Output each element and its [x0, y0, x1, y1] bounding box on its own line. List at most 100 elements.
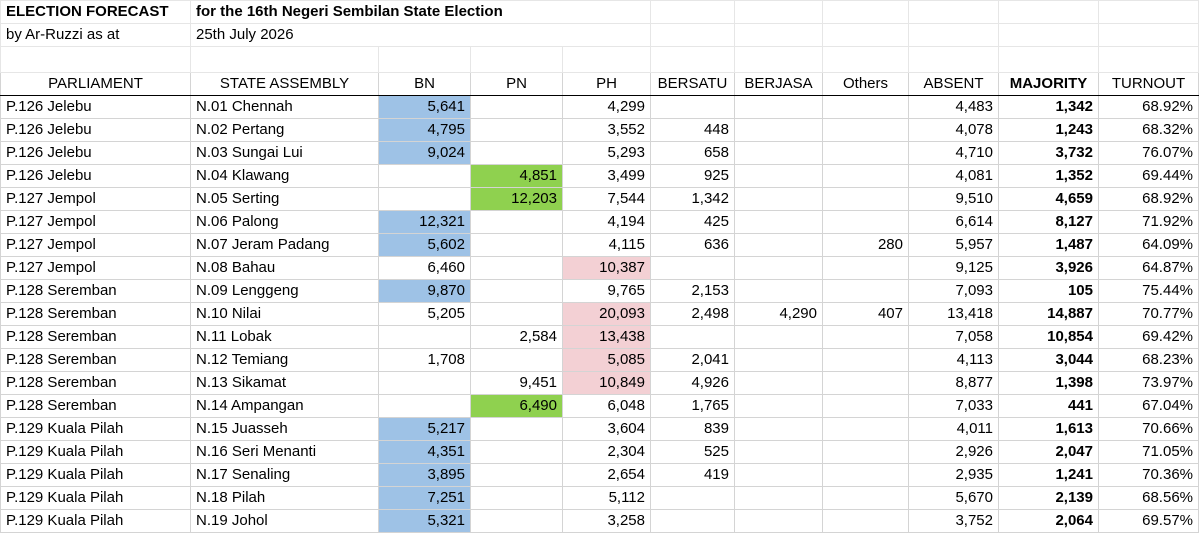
majority-cell[interactable]: 14,887 [998, 302, 1099, 326]
parliament-cell[interactable]: P.127 Jempol [0, 187, 191, 211]
state-assembly-cell[interactable]: N.02 Pertang [190, 118, 379, 142]
empty-cell[interactable] [822, 46, 909, 73]
bn-votes-cell[interactable]: 5,602 [378, 233, 471, 257]
bn-votes-cell[interactable]: 4,351 [378, 440, 471, 464]
bersatu-votes-cell[interactable]: 419 [650, 463, 735, 487]
empty-cell[interactable] [908, 0, 999, 24]
pn-votes-cell[interactable] [470, 210, 563, 234]
absent-cell[interactable]: 13,418 [908, 302, 999, 326]
pn-votes-cell[interactable] [470, 463, 563, 487]
turnout-cell[interactable]: 71.05% [1098, 440, 1199, 464]
pn-votes-cell[interactable]: 4,851 [470, 164, 563, 188]
empty-cell[interactable] [998, 23, 1099, 47]
bersatu-votes-cell[interactable]: 839 [650, 417, 735, 441]
bersatu-votes-cell[interactable]: 4,926 [650, 371, 735, 395]
ph-votes-cell[interactable]: 3,552 [562, 118, 651, 142]
bn-votes-cell[interactable]: 12,321 [378, 210, 471, 234]
absent-cell[interactable]: 5,957 [908, 233, 999, 257]
bersatu-votes-cell[interactable]: 525 [650, 440, 735, 464]
turnout-cell[interactable]: 69.44% [1098, 164, 1199, 188]
header-ph[interactable]: PH [562, 72, 651, 96]
ph-votes-cell[interactable]: 4,194 [562, 210, 651, 234]
berjasa-votes-cell[interactable] [734, 279, 823, 303]
absent-cell[interactable]: 4,113 [908, 348, 999, 372]
state-assembly-cell[interactable]: N.01 Chennah [190, 95, 379, 119]
parliament-cell[interactable]: P.126 Jelebu [0, 95, 191, 119]
others-votes-cell[interactable] [822, 187, 909, 211]
header-absent[interactable]: ABSENT [908, 72, 999, 96]
absent-cell[interactable]: 9,510 [908, 187, 999, 211]
header-majority[interactable]: MAJORITY [998, 72, 1099, 96]
empty-cell[interactable] [998, 46, 1099, 73]
majority-cell[interactable]: 4,659 [998, 187, 1099, 211]
pn-votes-cell[interactable] [470, 279, 563, 303]
berjasa-votes-cell[interactable] [734, 486, 823, 510]
bn-votes-cell[interactable]: 3,895 [378, 463, 471, 487]
empty-cell[interactable] [1098, 46, 1199, 73]
others-votes-cell[interactable] [822, 164, 909, 188]
bersatu-votes-cell[interactable]: 448 [650, 118, 735, 142]
pn-votes-cell[interactable] [470, 486, 563, 510]
empty-cell[interactable] [734, 23, 823, 47]
others-votes-cell[interactable] [822, 118, 909, 142]
bersatu-votes-cell[interactable] [650, 325, 735, 349]
state-assembly-cell[interactable]: N.18 Pilah [190, 486, 379, 510]
bersatu-votes-cell[interactable]: 1,765 [650, 394, 735, 418]
empty-cell[interactable] [650, 23, 735, 47]
empty-cell[interactable] [378, 46, 471, 73]
bn-votes-cell[interactable] [378, 164, 471, 188]
berjasa-votes-cell[interactable] [734, 95, 823, 119]
ph-votes-cell[interactable]: 20,093 [562, 302, 651, 326]
ph-votes-cell[interactable]: 2,654 [562, 463, 651, 487]
pn-votes-cell[interactable] [470, 348, 563, 372]
bn-votes-cell[interactable] [378, 187, 471, 211]
turnout-cell[interactable]: 71.92% [1098, 210, 1199, 234]
berjasa-votes-cell[interactable] [734, 417, 823, 441]
others-votes-cell[interactable] [822, 348, 909, 372]
header-bn[interactable]: BN [378, 72, 471, 96]
parliament-cell[interactable]: P.129 Kuala Pilah [0, 417, 191, 441]
pn-votes-cell[interactable] [470, 440, 563, 464]
bn-votes-cell[interactable] [378, 325, 471, 349]
state-assembly-cell[interactable]: N.05 Serting [190, 187, 379, 211]
header-state-assembly[interactable]: STATE ASSEMBLY [190, 72, 379, 96]
berjasa-votes-cell[interactable] [734, 118, 823, 142]
parliament-cell[interactable]: P.128 Seremban [0, 279, 191, 303]
parliament-cell[interactable]: P.126 Jelebu [0, 141, 191, 165]
bersatu-votes-cell[interactable] [650, 509, 735, 533]
title-cell-election[interactable]: for the 16th Negeri Sembilan State Elect… [190, 0, 651, 24]
bersatu-votes-cell[interactable]: 1,342 [650, 187, 735, 211]
absent-cell[interactable]: 4,710 [908, 141, 999, 165]
parliament-cell[interactable]: P.128 Seremban [0, 302, 191, 326]
bn-votes-cell[interactable] [378, 394, 471, 418]
majority-cell[interactable]: 105 [998, 279, 1099, 303]
berjasa-votes-cell[interactable] [734, 325, 823, 349]
pn-votes-cell[interactable]: 2,584 [470, 325, 563, 349]
berjasa-votes-cell[interactable]: 4,290 [734, 302, 823, 326]
majority-cell[interactable]: 1,352 [998, 164, 1099, 188]
empty-cell[interactable] [734, 0, 823, 24]
ph-votes-cell[interactable]: 10,849 [562, 371, 651, 395]
ph-votes-cell[interactable]: 13,438 [562, 325, 651, 349]
berjasa-votes-cell[interactable] [734, 509, 823, 533]
bersatu-votes-cell[interactable]: 658 [650, 141, 735, 165]
empty-cell[interactable] [470, 46, 563, 73]
others-votes-cell[interactable] [822, 325, 909, 349]
state-assembly-cell[interactable]: N.16 Seri Menanti [190, 440, 379, 464]
absent-cell[interactable]: 7,058 [908, 325, 999, 349]
bersatu-votes-cell[interactable]: 2,498 [650, 302, 735, 326]
state-assembly-cell[interactable]: N.11 Lobak [190, 325, 379, 349]
majority-cell[interactable]: 1,243 [998, 118, 1099, 142]
state-assembly-cell[interactable]: N.10 Nilai [190, 302, 379, 326]
berjasa-votes-cell[interactable] [734, 187, 823, 211]
pn-votes-cell[interactable] [470, 118, 563, 142]
bn-votes-cell[interactable]: 4,795 [378, 118, 471, 142]
absent-cell[interactable]: 2,926 [908, 440, 999, 464]
empty-cell[interactable] [650, 0, 735, 24]
others-votes-cell[interactable] [822, 256, 909, 280]
majority-cell[interactable]: 3,926 [998, 256, 1099, 280]
absent-cell[interactable]: 4,078 [908, 118, 999, 142]
majority-cell[interactable]: 3,732 [998, 141, 1099, 165]
empty-cell[interactable] [1098, 0, 1199, 24]
absent-cell[interactable]: 4,011 [908, 417, 999, 441]
